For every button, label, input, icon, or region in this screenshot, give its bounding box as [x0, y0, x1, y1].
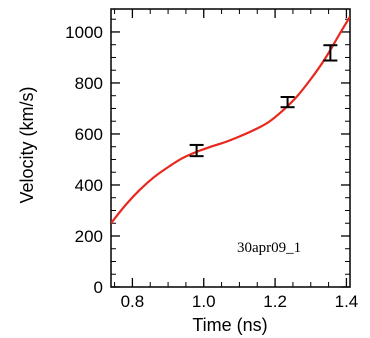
- y-tick-label: 200: [75, 227, 103, 246]
- run-annotation: 30apr09_1: [237, 240, 301, 256]
- error-bar: [323, 44, 338, 62]
- y-tick-label: 600: [75, 125, 103, 144]
- error-bars-group: [189, 44, 338, 158]
- x-axis-label: Time (ns): [192, 315, 267, 335]
- x-tick-label: 1.2: [263, 292, 287, 311]
- x-tick-label: 1.4: [335, 292, 359, 311]
- y-tick-label: 400: [75, 176, 103, 195]
- error-bar: [189, 143, 204, 158]
- fit-curve-group: [111, 16, 350, 224]
- y-tick-label: 800: [75, 74, 103, 93]
- plot-frame: [110, 8, 351, 288]
- x-tick-label: 0.8: [121, 292, 145, 311]
- y-tick-label: 1000: [65, 23, 103, 42]
- error-bar: [280, 95, 295, 109]
- x-tick-label: 1.0: [192, 292, 216, 311]
- fit-curve-line: [111, 16, 350, 224]
- y-axis-label: Velocity (km/s): [17, 86, 37, 203]
- y-tick-label: 0: [94, 278, 103, 297]
- axes: 0.8 1.0 1.2 1.4 0 200 400 600 800 1000: [65, 8, 359, 311]
